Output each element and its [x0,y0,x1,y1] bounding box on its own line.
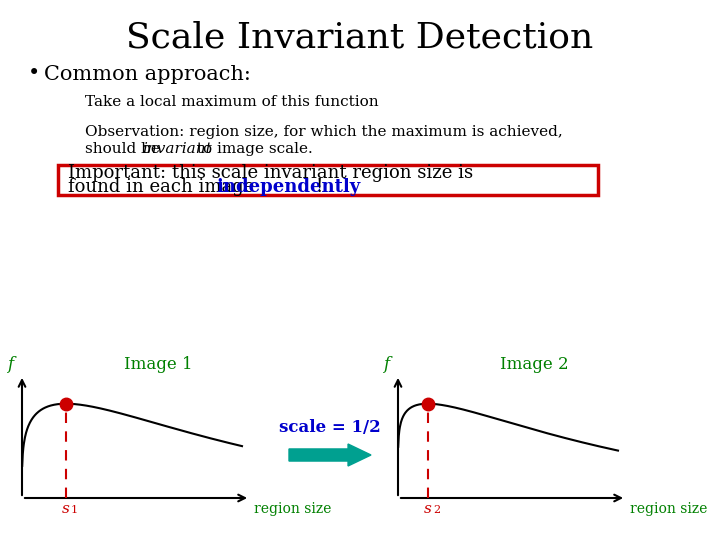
Text: f: f [7,356,13,373]
FancyArrow shape [289,444,371,466]
Text: Important: this scale invariant region size is: Important: this scale invariant region s… [68,164,473,183]
Text: scale = 1/2: scale = 1/2 [279,419,381,436]
Text: Scale Invariant Detection: Scale Invariant Detection [127,20,593,54]
Text: s: s [62,502,70,516]
Text: invariant: invariant [142,142,212,156]
Text: independently: independently [216,178,360,195]
Text: region size: region size [630,502,707,516]
Text: •: • [28,64,40,84]
Text: 2: 2 [433,505,440,515]
Text: should be: should be [85,142,165,156]
Text: Take a local maximum of this function: Take a local maximum of this function [85,95,379,109]
Bar [58,165,598,195]
Text: to image scale.: to image scale. [192,142,312,156]
Text: !: ! [316,178,323,195]
Text: Image 2: Image 2 [500,356,569,373]
Text: Image 1: Image 1 [124,356,193,373]
Text: found in each image: found in each image [68,178,260,195]
Text: Common approach:: Common approach: [44,64,251,84]
Text: Observation: region size, for which the maximum is achieved,: Observation: region size, for which the … [85,125,563,139]
Text: s: s [424,502,432,516]
Text: region size: region size [254,502,331,516]
Text: 1: 1 [71,505,78,515]
Text: f: f [383,356,389,373]
